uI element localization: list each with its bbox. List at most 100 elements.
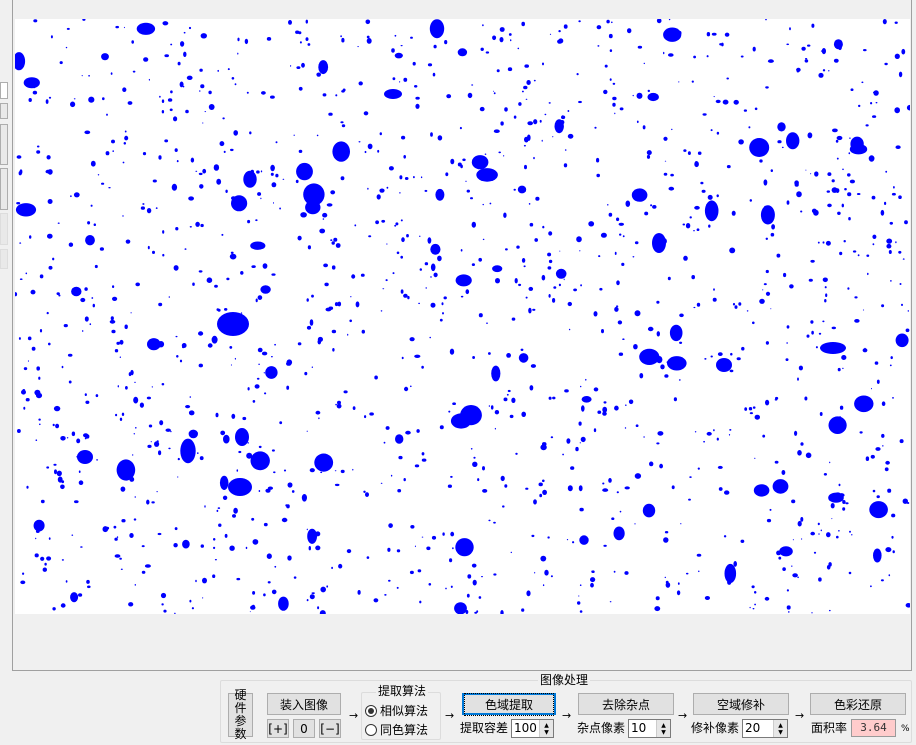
particle-blob [287, 555, 292, 561]
particle-blob [325, 464, 329, 469]
particle-blob [365, 492, 369, 497]
radio-similar[interactable]: 相似算法 [365, 702, 428, 719]
hardware-params-button[interactable]: 硬件参数 [228, 689, 253, 741]
left-button-stub[interactable] [0, 124, 8, 165]
noise-pixels-spinner[interactable]: 10 ▲ ▼ [628, 719, 671, 738]
particle-blob [890, 280, 892, 282]
particle-blob [409, 337, 415, 342]
particle-blob [204, 111, 207, 113]
particle-blob [200, 84, 205, 89]
particle-blob [61, 559, 64, 561]
particle-blob [579, 610, 583, 613]
particle-blob [443, 296, 447, 300]
radio-same-color[interactable]: 同色算法 [365, 721, 428, 738]
particle-blob [736, 357, 741, 361]
tolerance-spinner[interactable]: 100 ▲ ▼ [511, 719, 554, 738]
particle-blob [182, 539, 190, 549]
particle-blob [71, 286, 82, 297]
particle-blob [892, 550, 895, 554]
particle-blob [728, 434, 731, 436]
particle-blob [341, 37, 345, 43]
particle-blob [135, 427, 137, 429]
particle-blob [837, 367, 841, 372]
particle-blob [865, 124, 869, 127]
particle-blob [570, 466, 575, 470]
left-button-stub[interactable] [0, 168, 8, 210]
particle-blob [233, 507, 238, 514]
particle-blob [743, 109, 748, 112]
particle-blob [355, 301, 360, 308]
particle-blob [230, 251, 234, 254]
particle-blob [541, 139, 543, 142]
color-restore-button[interactable]: 色彩还原 [810, 693, 906, 715]
spin-arrows-icon[interactable]: ▲ ▼ [773, 720, 787, 737]
particle-blob [22, 389, 26, 393]
left-button-stub[interactable] [0, 103, 8, 119]
color-extract-button[interactable]: 色域提取 [462, 692, 556, 716]
particle-blob [433, 44, 437, 49]
particle-blob [74, 500, 79, 504]
spin-arrows-icon[interactable]: ▲ ▼ [539, 720, 553, 737]
particle-blob [73, 192, 80, 198]
particle-blob [343, 390, 348, 394]
particle-blob [786, 605, 791, 610]
particle-blob [158, 450, 162, 456]
particle-blob [762, 434, 766, 438]
zoom-out-button[interactable]: [−] [319, 719, 341, 738]
spinner-value[interactable]: 100 [514, 721, 537, 735]
particle-blob [898, 250, 902, 254]
particle-blob [15, 52, 26, 71]
particle-blob [57, 222, 60, 224]
particle-blob [552, 298, 556, 303]
particle-blob [286, 361, 292, 366]
particle-blob [183, 51, 187, 57]
particle-blob [258, 445, 262, 449]
particle-blob [228, 478, 252, 496]
particle-blob [818, 577, 822, 582]
particle-blob [506, 393, 509, 396]
spinner-value[interactable]: 10 [631, 721, 647, 735]
particle-blob [391, 48, 395, 53]
particle-blob [304, 164, 310, 170]
particle-blob [342, 88, 346, 92]
particle-blob [579, 584, 582, 586]
particle-blob [837, 211, 841, 215]
zoom-in-button[interactable]: [+] [267, 719, 289, 738]
particle-blob [678, 81, 680, 83]
particle-blob [432, 72, 436, 77]
particle-blob [450, 585, 453, 588]
particle-blob [111, 139, 115, 144]
particle-blob [392, 77, 396, 81]
particle-blob [180, 41, 185, 47]
particle-blob [797, 576, 799, 579]
particle-blob [797, 520, 802, 527]
left-panel-stub [0, 249, 8, 269]
left-input-stub[interactable] [0, 82, 8, 99]
particle-blob [702, 113, 707, 116]
spatial-repair-button[interactable]: 空域修补 [693, 693, 789, 715]
particle-blob [85, 235, 95, 246]
particle-blob [35, 81, 39, 86]
particle-blob [698, 570, 700, 573]
particle-blob [533, 499, 537, 505]
particle-blob [419, 600, 422, 604]
particle-blob [188, 429, 198, 439]
particle-blob [23, 406, 26, 410]
spinner-value[interactable]: 20 [745, 721, 761, 735]
remove-noise-button[interactable]: 去除杂点 [578, 693, 674, 715]
zoom-reset-button[interactable]: 0 [293, 719, 315, 738]
particle-blob [891, 535, 894, 539]
particle-blob [271, 356, 273, 358]
particle-blob [895, 241, 897, 244]
particle-blob [246, 91, 249, 94]
particle-blob [175, 335, 178, 338]
load-image-button[interactable]: 装入图像 [267, 693, 341, 715]
spin-arrows-icon[interactable]: ▲ ▼ [656, 720, 670, 737]
image-canvas[interactable] [15, 19, 910, 614]
particle-blob [270, 164, 275, 172]
particle-blob [608, 478, 612, 483]
particle-blob [829, 461, 831, 464]
particle-blob [282, 178, 285, 180]
particle-blob [560, 120, 565, 125]
repair-pixels-spinner[interactable]: 20 ▲ ▼ [742, 719, 788, 738]
